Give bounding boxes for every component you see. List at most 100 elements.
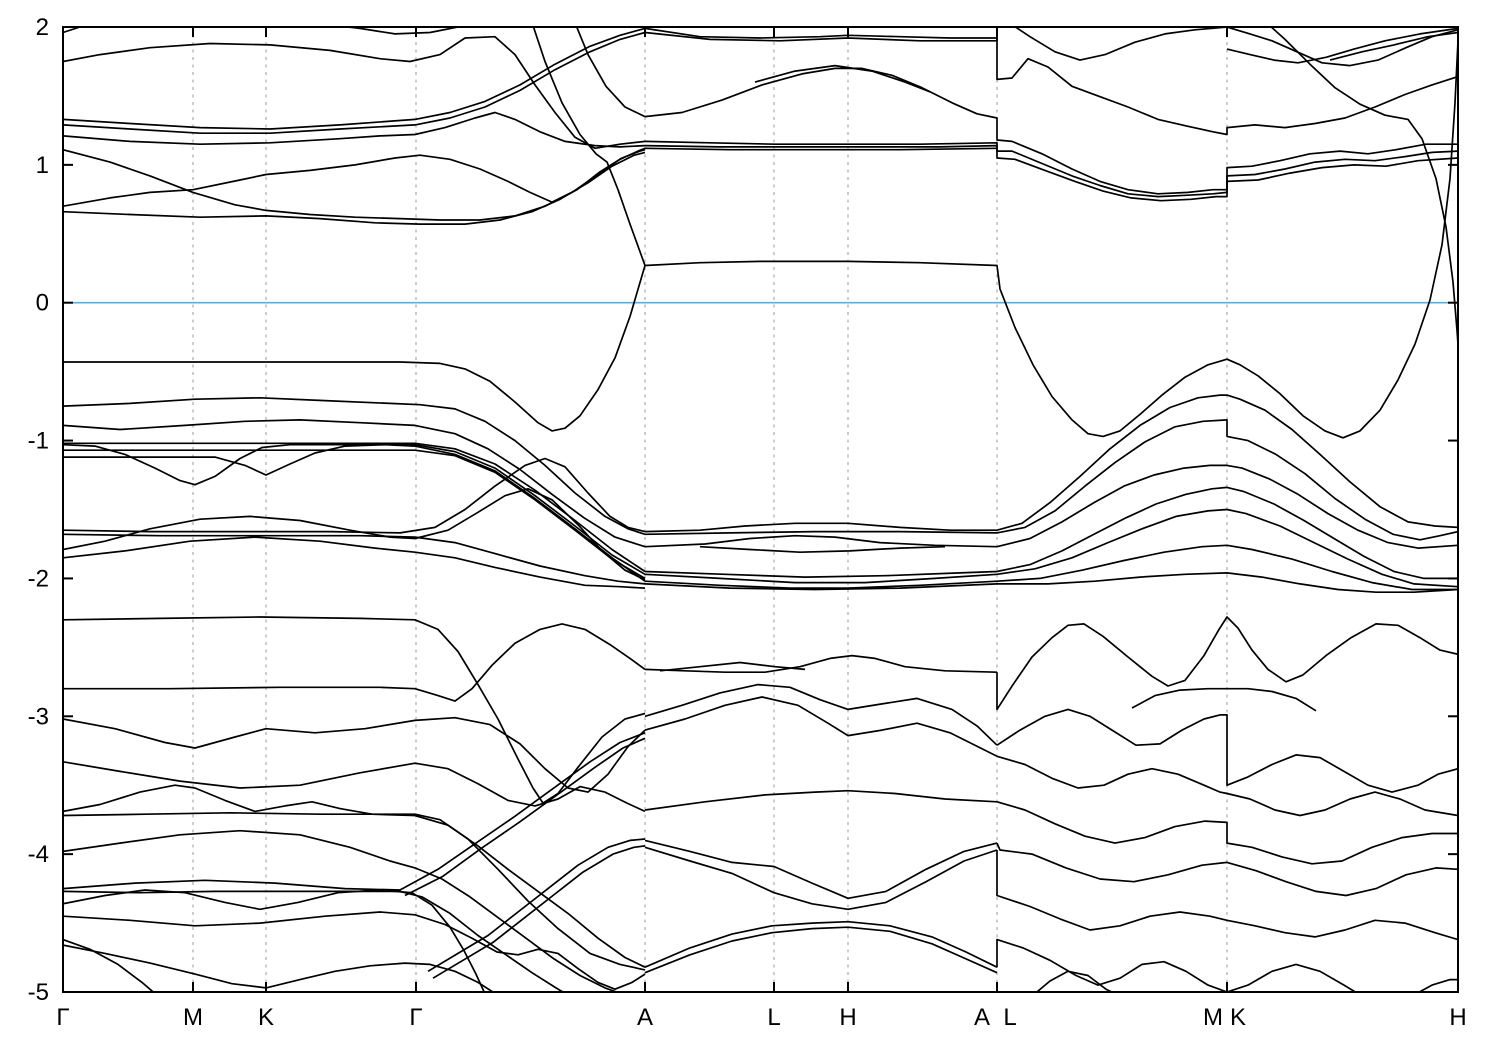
band-line: [699, 545, 946, 554]
band-line: [575, 27, 646, 118]
band-line: [644, 530, 998, 536]
x-tick-label: L: [767, 1004, 780, 1031]
band-line: [63, 533, 646, 585]
band-line: [63, 419, 646, 548]
band-line: [644, 920, 998, 968]
x-tick-label: M: [183, 1004, 203, 1031]
band-line: [63, 811, 646, 971]
band-line: [63, 265, 646, 432]
band-line: [63, 760, 646, 813]
x-tick-label: Γ: [409, 1004, 422, 1031]
band-line: [63, 35, 646, 150]
band-line: [63, 944, 495, 992]
band-line: [432, 845, 646, 979]
band-line: [996, 708, 1458, 793]
bands-group: [63, 27, 1458, 992]
band-line: [644, 40, 1458, 439]
band-line: [63, 911, 646, 991]
band-line: [644, 522, 997, 533]
band-line: [644, 570, 998, 578]
band-line: [1013, 27, 1458, 67]
band-line: [644, 147, 998, 151]
y-tick-label: 2: [36, 14, 49, 41]
band-line: [644, 144, 1458, 202]
y-tick-label: -1: [28, 428, 49, 455]
band-line: [340, 27, 463, 35]
band-line: [996, 755, 1458, 817]
band-line: [63, 148, 646, 208]
band-line: [996, 508, 1458, 588]
band-line: [63, 732, 646, 891]
x-tick-label: K: [258, 1004, 274, 1031]
band-line: [996, 544, 1458, 591]
band-line: [63, 457, 646, 534]
band-line: [996, 419, 1458, 541]
band-line: [63, 616, 646, 804]
band-line: [63, 536, 646, 589]
x-tick-label: A: [974, 1004, 990, 1031]
x-tick-label: H: [839, 1004, 856, 1031]
y-tick-label: 0: [36, 290, 49, 317]
x-tick-label: H: [1449, 1004, 1466, 1031]
band-line: [754, 64, 931, 93]
band-line: [63, 27, 646, 130]
band-line: [1417, 978, 1458, 992]
band-line: [996, 800, 1458, 865]
band-line: [63, 111, 646, 148]
band-line: [1035, 970, 1114, 992]
band-line: [644, 846, 998, 911]
band-line: [63, 442, 646, 573]
x-tick-label: K: [1230, 1004, 1246, 1031]
band-line: [644, 27, 1458, 136]
band-line: [996, 464, 1458, 549]
band-line: [63, 623, 646, 702]
band-line: [63, 784, 646, 968]
x-tick-label: Γ: [56, 1004, 69, 1031]
band-line: [644, 696, 998, 758]
band-line: [1131, 687, 1317, 712]
band-line: [63, 151, 646, 225]
y-tick-label: 1: [36, 152, 49, 179]
band-line: [1329, 31, 1458, 61]
band-line: [63, 443, 646, 582]
band-line: [996, 850, 1458, 941]
y-tick-label: -3: [28, 703, 49, 730]
band-line: [644, 140, 1458, 198]
band-line: [63, 829, 620, 992]
band-line: [644, 583, 998, 591]
band-line: [644, 683, 998, 746]
y-tick-label: -2: [28, 565, 49, 592]
plot-border: [62, 26, 1459, 993]
y-tick-label: -5: [28, 979, 49, 1006]
band-line: [63, 890, 565, 992]
band-line: [63, 449, 646, 580]
band-line: [996, 394, 1458, 532]
band-line: [997, 572, 1458, 594]
band-line: [63, 487, 646, 581]
band-line: [996, 616, 1458, 711]
band-line: [644, 27, 998, 42]
band-line: [404, 737, 646, 897]
band-line: [63, 938, 155, 992]
band-line: [996, 486, 1458, 580]
band-line: [63, 443, 646, 576]
band-line: [1226, 27, 1458, 64]
band-line: [644, 789, 998, 811]
band-line: [63, 31, 646, 135]
band-line: [63, 889, 486, 992]
y-tick-label: -4: [28, 841, 49, 868]
band-line: [644, 926, 998, 974]
band-line: [996, 842, 1458, 897]
band-line: [644, 534, 998, 548]
band-line: [996, 938, 1357, 992]
band-line: [644, 580, 998, 589]
band-line: [532, 27, 646, 266]
band-line: [644, 67, 1458, 195]
band-line: [63, 396, 646, 536]
band-line: [644, 654, 998, 674]
x-tick-label: A: [637, 1004, 653, 1031]
band-line: [644, 573, 998, 584]
band-line: [1269, 27, 1458, 345]
